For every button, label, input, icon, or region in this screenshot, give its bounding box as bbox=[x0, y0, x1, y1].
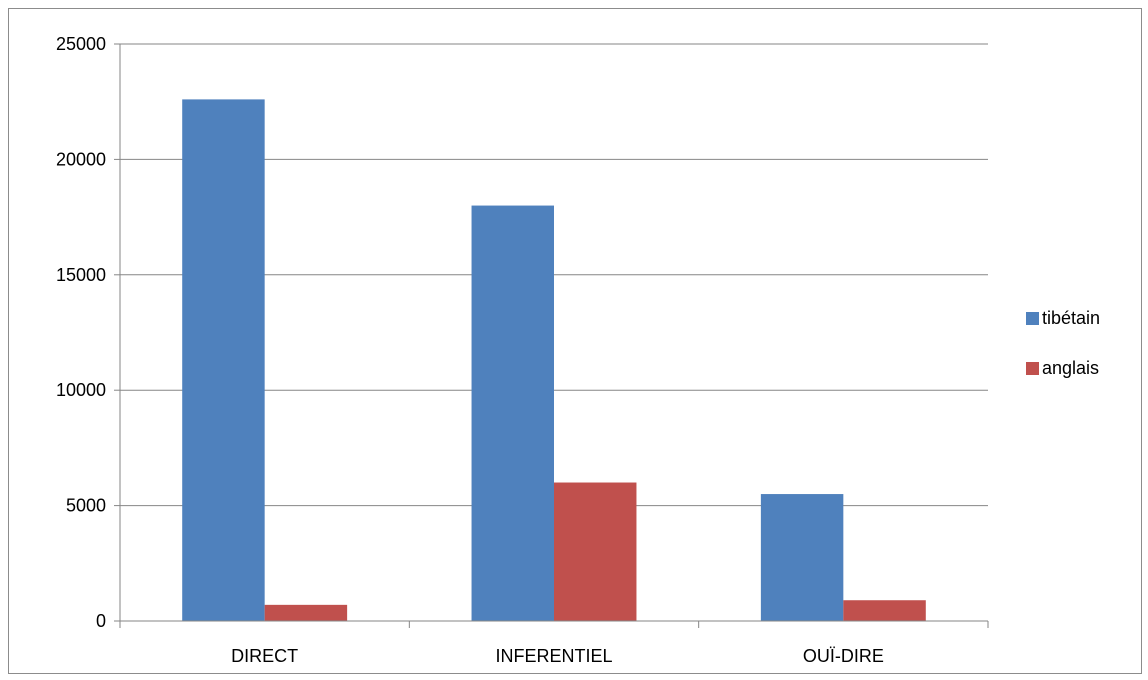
bar-anglais-DIRECT bbox=[264, 604, 348, 621]
x-tick-labels: DIRECT INFERENTIEL OUÏ-DIRE bbox=[231, 646, 884, 666]
bar-tibétain-DIRECT bbox=[182, 99, 265, 622]
bar-chart: 0 5000 10000 15000 20000 25000 DIRECT INFERENT… bbox=[56, 34, 1100, 666]
y-tick-label: 15000 bbox=[56, 265, 106, 285]
chart-frame: 0 5000 10000 15000 20000 25000 DIRECT INFERENT… bbox=[8, 8, 1142, 674]
legend-label: tibétain bbox=[1042, 308, 1100, 328]
bar-anglais-INFERENTIEL bbox=[554, 482, 637, 621]
legend-swatch-tibétain bbox=[1026, 312, 1039, 325]
bar-tibétain-INFERENTIEL bbox=[471, 205, 554, 621]
y-tick-label: 5000 bbox=[66, 496, 106, 516]
y-tick-label: 20000 bbox=[56, 149, 106, 169]
y-tick-label: 10000 bbox=[56, 380, 106, 400]
bars bbox=[182, 99, 926, 622]
legend-label: anglais bbox=[1042, 358, 1099, 378]
y-tick-label: 25000 bbox=[56, 34, 106, 54]
x-tick-label: OUÏ-DIRE bbox=[803, 646, 884, 666]
x-tick-label: INFERENTIEL bbox=[495, 646, 612, 666]
legend-swatch-anglais bbox=[1026, 362, 1039, 375]
y-tick-labels: 0 5000 10000 15000 20000 25000 bbox=[56, 34, 106, 631]
axes bbox=[114, 43, 989, 628]
bar-anglais-OUÏ-DIRE bbox=[843, 600, 926, 621]
y-tick-label: 0 bbox=[96, 611, 106, 631]
legend: tibétain anglais bbox=[1026, 308, 1100, 378]
bar-tibétain-OUÏ-DIRE bbox=[760, 494, 844, 621]
x-tick-label: DIRECT bbox=[231, 646, 298, 666]
